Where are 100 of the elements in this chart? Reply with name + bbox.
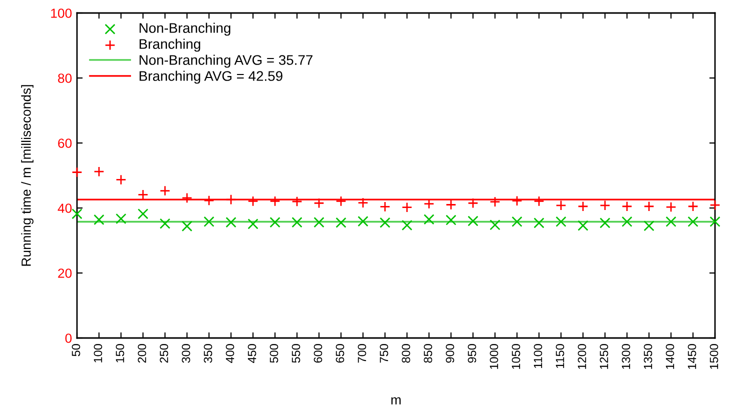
point xyxy=(94,166,104,177)
point xyxy=(468,216,478,226)
x-tick-label: 100 xyxy=(94,344,102,362)
x-tick-label: 1250 xyxy=(600,344,608,369)
x-tick-label: 1450 xyxy=(688,344,696,369)
legend-label: Non-Branching AVG = 35.77 xyxy=(140,54,312,68)
x-tick-label: 700 xyxy=(358,344,366,363)
point xyxy=(270,196,280,207)
y-tick-label: 20 xyxy=(58,268,72,278)
point xyxy=(182,192,192,204)
x-tick-label: 150 xyxy=(116,344,124,362)
point xyxy=(512,216,522,228)
point xyxy=(490,196,500,208)
point xyxy=(556,216,566,228)
x-tick-label: 650 xyxy=(336,344,344,363)
point xyxy=(446,199,456,210)
point xyxy=(380,217,390,228)
point xyxy=(424,214,434,225)
y-tick-label: 40 xyxy=(58,204,72,213)
point xyxy=(710,216,720,228)
point xyxy=(72,208,82,220)
x-tick-label: 800 xyxy=(402,344,410,363)
x-tick-label: 250 xyxy=(160,344,168,363)
y-tick-label: 80 xyxy=(58,74,72,83)
x-tick-label: 1050 xyxy=(512,344,520,369)
point xyxy=(468,198,478,208)
point xyxy=(292,216,302,228)
point xyxy=(490,220,500,230)
x-tick-label: 1350 xyxy=(644,344,652,369)
point xyxy=(182,220,192,232)
legend-label: Branching xyxy=(140,38,200,52)
point xyxy=(94,214,104,226)
point xyxy=(446,214,456,226)
x-tick-label: 1200 xyxy=(578,344,586,369)
x-tick-label: 300 xyxy=(182,344,190,363)
point xyxy=(226,216,236,228)
point xyxy=(380,201,390,212)
x-tick-label: 400 xyxy=(226,344,234,363)
y-tick-label: 60 xyxy=(58,138,72,148)
point xyxy=(534,218,544,228)
x-axis-title: m xyxy=(391,397,401,404)
y-axis-title: Running time / m [milliseconds] xyxy=(21,85,34,266)
y-tick-label: 100 xyxy=(51,8,72,18)
point xyxy=(688,201,698,212)
point xyxy=(270,216,280,228)
point xyxy=(138,208,148,220)
point xyxy=(644,201,654,212)
point xyxy=(358,197,368,208)
x-tick-label: 1300 xyxy=(622,344,630,369)
point xyxy=(644,220,654,232)
point xyxy=(556,200,566,211)
point xyxy=(336,196,346,207)
point xyxy=(204,216,214,228)
point xyxy=(226,194,236,205)
point xyxy=(622,216,632,228)
point xyxy=(72,166,82,178)
legend-label: Branching AVG = 42.59 xyxy=(140,70,282,84)
point xyxy=(512,195,522,206)
point xyxy=(314,216,324,228)
point xyxy=(534,196,544,207)
point xyxy=(666,202,676,212)
x-tick-label: 50 xyxy=(72,344,80,356)
x-tick-label: 600 xyxy=(314,344,322,363)
point xyxy=(160,185,170,196)
x-tick-label: 1000 xyxy=(490,344,498,369)
x-tick-label: 1100 xyxy=(534,344,542,368)
x-tick-label: 450 xyxy=(248,344,256,363)
point xyxy=(138,189,148,200)
x-tick-label: 850 xyxy=(424,344,432,363)
x-tick-label: 1500 xyxy=(710,344,718,369)
point xyxy=(358,216,368,227)
point xyxy=(336,217,346,228)
y-tick-label: 0 xyxy=(65,334,72,343)
point xyxy=(204,195,214,206)
point xyxy=(666,216,676,228)
point xyxy=(578,201,588,212)
x-tick-label: 900 xyxy=(446,344,454,363)
point xyxy=(116,174,126,186)
point xyxy=(292,196,302,207)
x-tick-label: 950 xyxy=(468,344,476,363)
x-tick-label: 200 xyxy=(138,344,146,363)
point xyxy=(160,218,170,229)
point xyxy=(688,216,698,228)
x-tick-label: 500 xyxy=(270,344,278,363)
point xyxy=(600,200,610,211)
x-tick-label: 1400 xyxy=(666,344,674,369)
point xyxy=(622,201,632,212)
x-tick-label: 350 xyxy=(204,344,212,363)
point xyxy=(402,220,412,231)
point xyxy=(248,218,258,230)
legend-label: Non-Branching xyxy=(140,22,230,36)
point xyxy=(578,220,588,231)
x-tick-label: 550 xyxy=(292,344,300,363)
point xyxy=(402,202,412,213)
x-tick-label: 1150 xyxy=(556,344,564,368)
point xyxy=(116,213,126,224)
point xyxy=(314,198,324,208)
point xyxy=(600,218,610,228)
point xyxy=(248,196,258,207)
x-tick-label: 750 xyxy=(380,344,388,363)
